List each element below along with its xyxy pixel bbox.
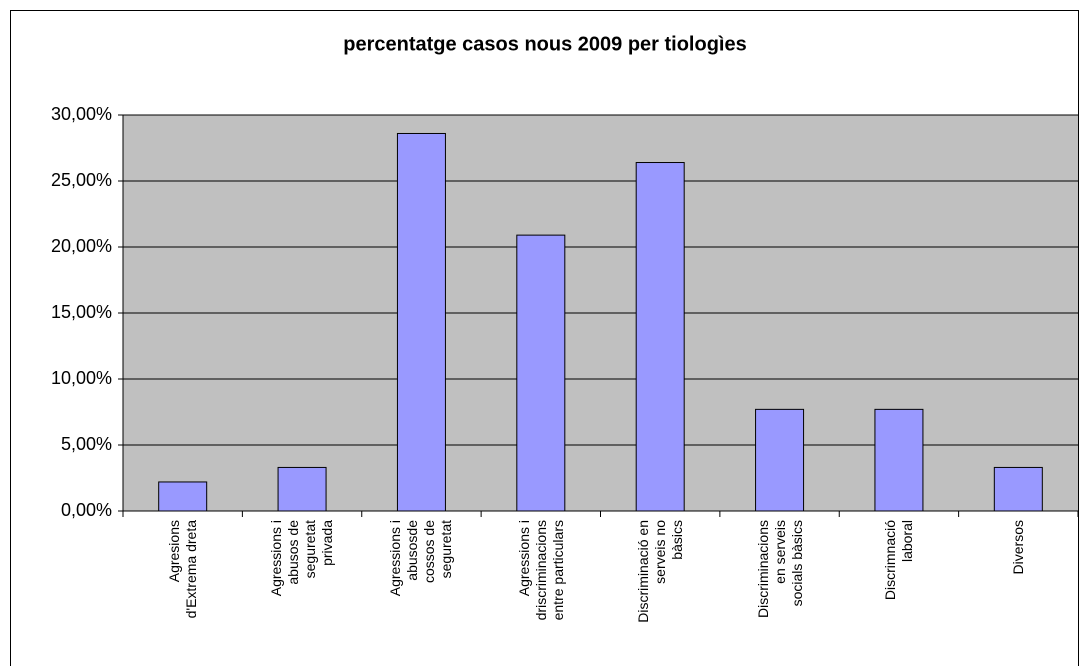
bar bbox=[516, 234, 566, 512]
y-tick-label: 10,00% bbox=[51, 368, 112, 388]
y-tick-label: 25,00% bbox=[51, 170, 112, 190]
bar bbox=[635, 162, 685, 512]
x-tick-label: Agresions d'Extrema dreta bbox=[165, 520, 199, 619]
x-tick-label: Agressions i abusosde cossos de segureta… bbox=[387, 520, 455, 597]
bar bbox=[396, 132, 446, 512]
x-tick-label: Discrimnació laboral bbox=[881, 520, 915, 601]
bar bbox=[874, 408, 924, 512]
bar bbox=[158, 481, 208, 512]
y-tick-label: 5,00% bbox=[61, 434, 112, 454]
x-tick-label: Agressions i driscriminacions entre part… bbox=[515, 520, 566, 621]
bar bbox=[755, 408, 805, 512]
x-tick-label: Discriminacions en serveis socials bàsic… bbox=[754, 520, 805, 619]
x-tick-label: Agressions i abusos de seguretat privada bbox=[268, 520, 336, 597]
bar bbox=[993, 466, 1043, 512]
y-tick-label: 15,00% bbox=[51, 302, 112, 322]
x-tick-label: Discriminació en serveis no bàsics bbox=[634, 520, 685, 623]
y-tick-label: 20,00% bbox=[51, 236, 112, 256]
bar bbox=[277, 466, 327, 512]
x-tick-label: Diversos bbox=[1009, 520, 1026, 575]
y-tick-label: 0,00% bbox=[61, 500, 112, 520]
y-tick-label: 30,00% bbox=[51, 104, 112, 124]
chart-title: percentatge casos nous 2009 per tiologìe… bbox=[343, 33, 746, 55]
